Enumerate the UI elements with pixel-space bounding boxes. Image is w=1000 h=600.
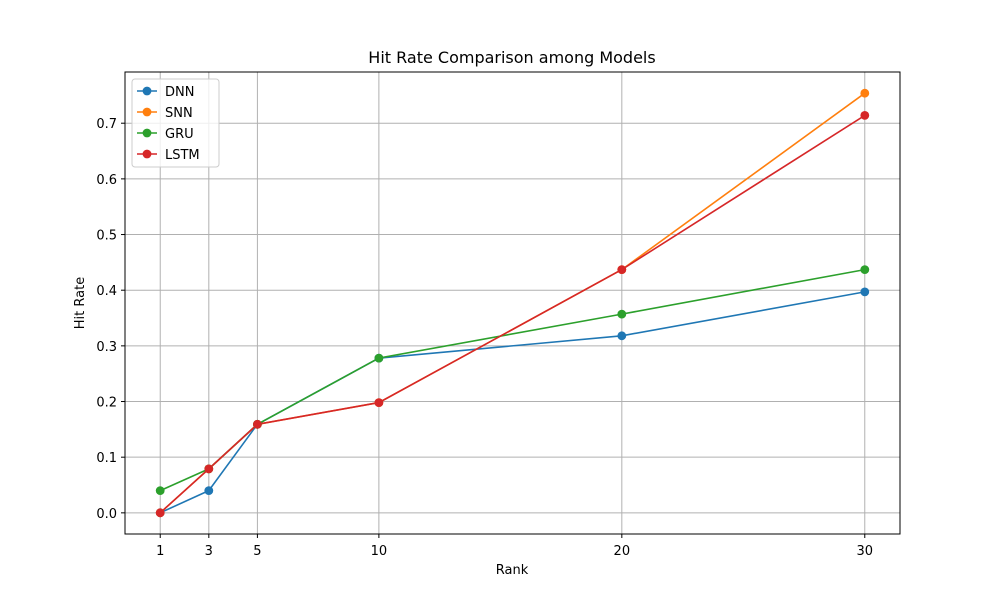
- x-tick-label: 30: [856, 544, 873, 559]
- data-point-lstm: [253, 419, 262, 429]
- y-axis-ticks: 0.0 0.1 0.2 0.3 0.4 0.5 0.6 0.7: [96, 117, 125, 522]
- legend-label-snn: SNN: [165, 106, 193, 121]
- data-point-dnn: [204, 486, 214, 495]
- series-line-gru: [159, 268, 865, 492]
- x-axis-ticks: 1 3 5 10 20 30: [156, 534, 873, 559]
- data-point-snn: [860, 88, 870, 98]
- x-tick-label: 3: [205, 544, 213, 559]
- x-axis-label: Rank: [496, 563, 529, 578]
- x-tick-label: 10: [371, 544, 388, 559]
- y-axis-label: Hit Rate: [73, 277, 88, 329]
- legend-marker-lstm: [142, 149, 152, 159]
- data-point-dnn: [617, 331, 627, 341]
- data-point-lstm: [617, 265, 627, 274]
- data-point-lstm: [204, 464, 214, 474]
- data-point-gru: [860, 265, 870, 274]
- x-tick-label: 5: [253, 544, 261, 559]
- series-line-lstm: [159, 114, 866, 514]
- y-tick-label: 0.6: [96, 173, 117, 188]
- y-tick-label: 0.7: [96, 117, 117, 132]
- legend-label-lstm: LSTM: [165, 148, 200, 163]
- legend-box: [131, 78, 220, 168]
- data-point-dnn: [860, 287, 870, 297]
- y-tick-label: 0.0: [96, 507, 117, 522]
- y-tick-label: 0.2: [96, 396, 117, 411]
- legend-item-dnn: DNN: [137, 85, 194, 100]
- legend-label-gru: GRU: [165, 127, 194, 142]
- legend: DNN SNN GRU LSTM: [131, 78, 220, 168]
- y-tick-label: 0.1: [96, 451, 117, 466]
- y-tick-label: 0.5: [96, 229, 117, 244]
- chart-title: Hit Rate Comparison among Models: [368, 48, 655, 67]
- legend-label-dnn: DNN: [165, 85, 194, 100]
- legend-item-snn: SNN: [137, 106, 193, 121]
- data-point-gru: [617, 309, 627, 319]
- data-point-lstm: [374, 398, 384, 407]
- y-tick-label: 0.3: [96, 340, 117, 355]
- legend-item-gru: GRU: [137, 127, 194, 142]
- series-markers: [155, 88, 870, 518]
- data-point-lstm: [860, 111, 870, 120]
- data-point-lstm: [155, 508, 165, 518]
- plot-area: [125, 72, 900, 534]
- data-point-gru: [374, 353, 384, 363]
- plot-frame: [124, 71, 901, 535]
- legend-marker-dnn: [142, 86, 152, 96]
- x-tick-label: 1: [156, 544, 164, 559]
- y-tick-label: 0.4: [96, 284, 117, 299]
- legend-marker-snn: [142, 107, 152, 117]
- x-tick-label: 20: [614, 544, 631, 559]
- series-lines: [159, 92, 866, 514]
- data-point-gru: [155, 486, 165, 495]
- legend-marker-gru: [142, 128, 152, 138]
- legend-item-lstm: LSTM: [137, 148, 200, 163]
